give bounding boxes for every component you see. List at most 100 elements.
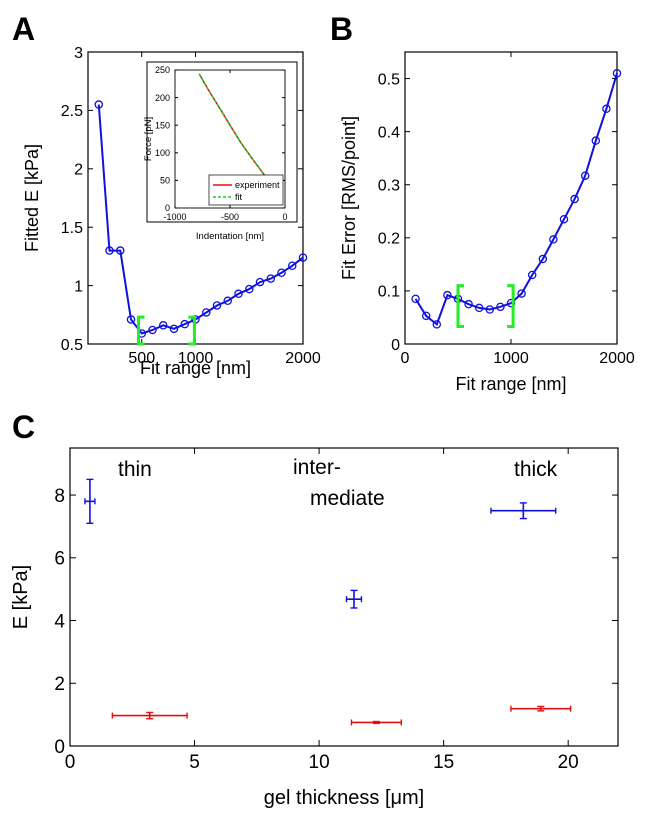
chart-a-marker — [180, 319, 189, 329]
chart-b-marker — [570, 194, 579, 204]
chart-a-marker — [169, 324, 179, 334]
chart-b-marker — [538, 254, 548, 264]
chart-a-marker — [277, 268, 286, 278]
chart-c-xtick-label: 10 — [309, 752, 330, 773]
chart-c-xtick-label: 15 — [433, 752, 454, 773]
chart-a-inset-ytick-label: 150 — [155, 120, 170, 130]
chart-c-xticks: 0 5 10 15 20 — [65, 448, 579, 773]
chart-a-inset-ytick-label: 0 — [165, 203, 170, 213]
chart-b-marker — [443, 290, 452, 300]
chart-c-ylabel: E [kPa] — [10, 565, 32, 629]
chart-b-ylabel: Fit Error [RMS/point] — [339, 116, 359, 280]
chart-b-marker — [580, 171, 590, 180]
chart-a-ytick-label: 1 — [74, 278, 83, 295]
chart-a-inset-legend-box — [208, 174, 284, 206]
chart-a-inset-ytick-label: 250 — [155, 65, 170, 75]
chart-c: 0 2 4 6 8 0 5 10 15 20 thin inter- mediate thick… — [10, 447, 619, 809]
chart-b-xtick-label: 0 — [401, 350, 410, 367]
annotation-intermediate-1: inter- — [293, 456, 341, 479]
chart-a-inset-ytick-label: 200 — [155, 93, 170, 103]
chart-a-bracket — [137, 315, 196, 346]
chart-a-ytick-label: 2.5 — [61, 103, 83, 120]
panel-letter-b: B — [330, 11, 353, 47]
legend-experiment-label: experiment — [235, 180, 280, 190]
chart-c-ytick-label: 0 — [54, 737, 65, 758]
chart-b-marker — [432, 320, 442, 329]
panel-letter-a: A — [12, 11, 35, 47]
chart-c-ytick-label: 6 — [54, 549, 65, 570]
chart-c-yticks: 0 2 4 6 8 — [54, 486, 618, 758]
panel-letter-c: C — [12, 409, 35, 445]
chart-a-inset: 0 50 100 150 200 250 -1000 -500 0 Indentation [… — [143, 61, 298, 242]
annotation-thick: thick — [514, 458, 558, 481]
chart-a-ytick-label: 2 — [74, 162, 83, 179]
chart-b-line — [414, 72, 618, 327]
chart-a-marker — [287, 261, 297, 270]
chart-a-xlabel: Fit range [nm] — [140, 358, 251, 378]
chart-b-marker — [411, 294, 420, 304]
chart-a-inset-ylabel: Force [pN] — [143, 117, 154, 161]
inset-fit-line — [198, 73, 284, 198]
chart-b-frame — [404, 51, 618, 345]
chart-b-marker — [517, 289, 526, 298]
chart-a-marker — [212, 301, 222, 310]
chart-b-marker — [464, 299, 473, 309]
chart-a-inset-ytick-label: 50 — [160, 176, 170, 186]
chart-a-inset-xticks: -1000 -500 0 — [163, 70, 288, 222]
chart-a-marker — [255, 277, 265, 287]
chart-b-bracket-left — [456, 284, 464, 328]
chart-c-xtick-label: 5 — [189, 752, 200, 773]
chart-b-marker — [496, 302, 505, 312]
chart-c-ytick-label: 4 — [54, 611, 65, 632]
chart-b-series — [411, 68, 622, 329]
chart-b-ytick-label: 0.4 — [378, 124, 400, 141]
chart-a-series — [94, 100, 308, 338]
chart-a-ylabel: Fitted E [kPa] — [22, 144, 42, 252]
chart-a-inset-xtick-label: 0 — [282, 212, 287, 222]
chart-a-xtick-label: 500 — [128, 350, 155, 367]
chart-b-xtick-label: 1000 — [493, 350, 529, 367]
chart-a-marker — [244, 284, 254, 294]
chart-a-marker — [266, 274, 275, 283]
chart-b-xlabel: Fit range [nm] — [455, 374, 566, 394]
chart-a-inset-xlabel: Indentation [nm] — [196, 231, 264, 242]
chart-a-marker — [234, 289, 243, 299]
chart-a-marker — [105, 246, 114, 255]
chart-a-marker — [148, 325, 157, 335]
chart-a-inset-xtick-label: -500 — [221, 212, 239, 222]
chart-b-ytick-label: 0.3 — [378, 177, 400, 194]
chart-c-ytick-label: 8 — [54, 486, 65, 507]
annotation-thin: thin — [118, 458, 152, 481]
chart-b-ytick-label: 0.5 — [378, 71, 400, 88]
chart-c-xtick-label: 0 — [65, 752, 76, 773]
chart-b-marker — [549, 235, 558, 244]
chart-b: 0 0.1 0.2 0.3 0.4 0.5 0 1000 2000 Fit range [nm… — [339, 51, 635, 394]
chart-b-marker — [527, 270, 537, 280]
chart-a-ytick-label: 3 — [74, 45, 83, 62]
chart-b-ytick-label: 0.2 — [378, 231, 400, 248]
chart-a: 0.511.522.53 500 1000 2000 Fit range [nm] … — [22, 45, 321, 378]
chart-b-yticks: 0 0.1 0.2 0.3 0.4 0.5 — [378, 71, 617, 354]
chart-a-inset-legend: experiment fit — [208, 174, 284, 206]
chart-a-marker — [223, 296, 232, 306]
chart-b-marker — [474, 303, 484, 313]
chart-b-marker — [485, 305, 495, 314]
chart-a-xtick-label: 1000 — [178, 350, 214, 367]
chart-a-xticks: 500 1000 2000 — [128, 52, 321, 367]
chart-a-inset-yticks: 0 50 100 150 200 250 — [155, 65, 285, 213]
chart-a-ytick-label: 1.5 — [61, 220, 83, 237]
chart-b-xticks: 0 1000 2000 — [401, 52, 635, 367]
chart-b-ytick-label: 0.1 — [378, 284, 400, 301]
chart-a-inset-xtick-label: -1000 — [163, 212, 186, 222]
chart-c-points — [84, 478, 572, 726]
chart-b-marker — [559, 214, 569, 224]
chart-a-bracket-right — [188, 315, 196, 346]
chart-a-line — [97, 104, 304, 335]
chart-a-inset-ytick-label: 100 — [155, 148, 170, 158]
chart-a-marker — [126, 315, 136, 324]
chart-a-marker — [158, 321, 168, 330]
chart-a-marker — [298, 253, 308, 262]
chart-a-marker — [94, 100, 104, 109]
chart-b-bracket-right — [507, 284, 515, 328]
